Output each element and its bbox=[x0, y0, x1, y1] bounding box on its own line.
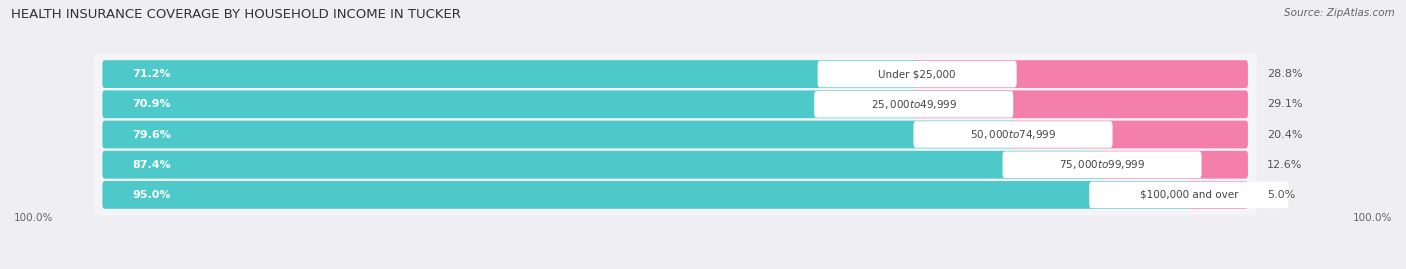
FancyBboxPatch shape bbox=[1011, 121, 1249, 148]
Text: 5.0%: 5.0% bbox=[1267, 190, 1295, 200]
FancyBboxPatch shape bbox=[103, 90, 915, 118]
FancyBboxPatch shape bbox=[93, 54, 1257, 95]
FancyBboxPatch shape bbox=[915, 60, 1249, 88]
FancyBboxPatch shape bbox=[103, 151, 1104, 179]
Text: 20.4%: 20.4% bbox=[1267, 129, 1302, 140]
Text: 100.0%: 100.0% bbox=[1353, 213, 1392, 222]
Text: 29.1%: 29.1% bbox=[1267, 99, 1302, 109]
Text: 95.0%: 95.0% bbox=[132, 190, 170, 200]
Text: 100.0%: 100.0% bbox=[14, 213, 53, 222]
Text: HEALTH INSURANCE COVERAGE BY HOUSEHOLD INCOME IN TUCKER: HEALTH INSURANCE COVERAGE BY HOUSEHOLD I… bbox=[11, 8, 461, 21]
FancyBboxPatch shape bbox=[818, 61, 1017, 87]
FancyBboxPatch shape bbox=[1002, 151, 1202, 178]
Text: 79.6%: 79.6% bbox=[132, 129, 172, 140]
FancyBboxPatch shape bbox=[103, 60, 920, 88]
Text: 71.2%: 71.2% bbox=[132, 69, 172, 79]
FancyBboxPatch shape bbox=[911, 90, 1249, 118]
FancyBboxPatch shape bbox=[1090, 182, 1288, 208]
Text: $25,000 to $49,999: $25,000 to $49,999 bbox=[870, 98, 957, 111]
FancyBboxPatch shape bbox=[103, 121, 1015, 148]
Text: $75,000 to $99,999: $75,000 to $99,999 bbox=[1059, 158, 1146, 171]
Text: $100,000 and over: $100,000 and over bbox=[1139, 190, 1239, 200]
Text: 12.6%: 12.6% bbox=[1267, 160, 1302, 170]
FancyBboxPatch shape bbox=[1187, 181, 1249, 209]
FancyBboxPatch shape bbox=[103, 181, 1191, 209]
Text: Under $25,000: Under $25,000 bbox=[879, 69, 956, 79]
FancyBboxPatch shape bbox=[93, 84, 1257, 125]
FancyBboxPatch shape bbox=[93, 144, 1257, 185]
FancyBboxPatch shape bbox=[914, 121, 1112, 148]
Text: Source: ZipAtlas.com: Source: ZipAtlas.com bbox=[1284, 8, 1395, 18]
Text: 70.9%: 70.9% bbox=[132, 99, 172, 109]
FancyBboxPatch shape bbox=[1099, 151, 1249, 179]
FancyBboxPatch shape bbox=[93, 174, 1257, 215]
FancyBboxPatch shape bbox=[93, 114, 1257, 155]
Text: 87.4%: 87.4% bbox=[132, 160, 172, 170]
FancyBboxPatch shape bbox=[814, 91, 1014, 118]
Text: 28.8%: 28.8% bbox=[1267, 69, 1302, 79]
Text: $50,000 to $74,999: $50,000 to $74,999 bbox=[970, 128, 1056, 141]
